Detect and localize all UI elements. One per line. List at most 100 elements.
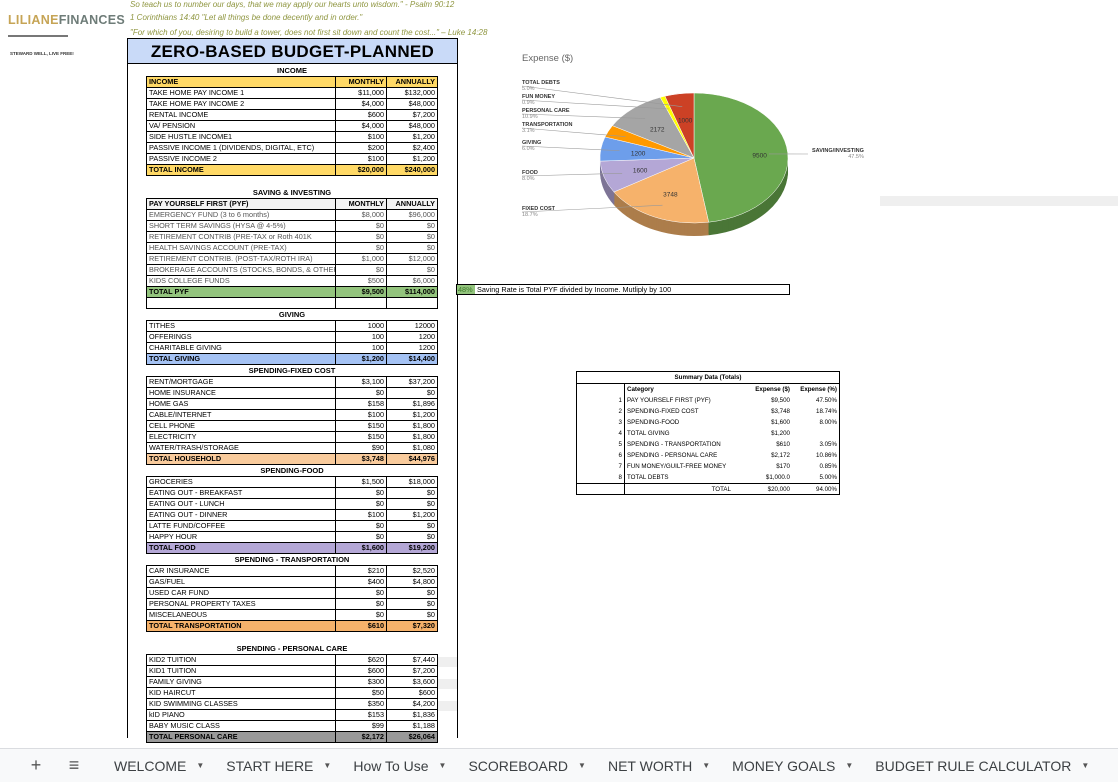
cell-annual[interactable]: $4,800 bbox=[412, 577, 435, 586]
cell-monthly[interactable]: $1,000 bbox=[336, 254, 387, 264]
summary-cell-index[interactable]: 4 bbox=[577, 428, 625, 439]
cell-annual[interactable]: $18,000 bbox=[408, 477, 435, 486]
sheet-tab-money-goals[interactable]: MONEY GOALS ▼ bbox=[732, 758, 853, 774]
cell-annual[interactable]: $0 bbox=[426, 610, 435, 619]
cell-annual[interactable]: $48,000 bbox=[408, 99, 435, 108]
cell-annual[interactable]: $48,000 bbox=[408, 121, 435, 130]
cell-label[interactable]: TOTAL HOUSEHOLD bbox=[147, 454, 336, 464]
cell-monthly[interactable]: $0 bbox=[336, 388, 387, 398]
cell-label[interactable]: SIDE HUSTLE INCOME1 bbox=[147, 132, 336, 142]
cell-annual[interactable]: $600 bbox=[418, 688, 435, 697]
cell-annual[interactable]: $3,600 bbox=[412, 677, 435, 686]
cell-label[interactable]: TOTAL PERSONAL CARE bbox=[147, 732, 336, 742]
summary-cell-expense[interactable]: $2,172 bbox=[771, 452, 790, 459]
summary-cell-category[interactable]: SPENDING-FIXED COST bbox=[627, 408, 699, 415]
cell-monthly[interactable]: $0 bbox=[336, 232, 387, 242]
cell-label[interactable]: TOTAL INCOME bbox=[147, 165, 336, 175]
cell-annual[interactable]: $7,200 bbox=[412, 666, 435, 675]
cell-annual[interactable]: $14,400 bbox=[408, 354, 435, 363]
cell-annual[interactable]: $1,200 bbox=[412, 132, 435, 141]
summary-cell-index[interactable]: 6 bbox=[577, 450, 625, 461]
cell-annual[interactable]: $114,000 bbox=[404, 287, 435, 296]
cell-annual[interactable] bbox=[387, 298, 437, 308]
cell-annual[interactable]: $7,200 bbox=[412, 110, 435, 119]
cell-label[interactable]: EMERGENCY FUND (3 to 6 months) bbox=[147, 210, 336, 220]
cell-monthly[interactable]: $500 bbox=[336, 276, 387, 286]
cell-annual[interactable]: $7,320 bbox=[412, 621, 435, 630]
cell-label[interactable]: KID2 TUITION bbox=[147, 655, 336, 665]
summary-cell-percent[interactable]: 0.85% bbox=[819, 463, 837, 470]
summary-cell-category[interactable]: SPENDING - TRANSPORTATION bbox=[627, 441, 721, 448]
cell-monthly[interactable]: $1,500 bbox=[336, 477, 387, 487]
cell-label[interactable]: KID1 TUITION bbox=[147, 666, 336, 676]
summary-cell-index[interactable]: 7 bbox=[577, 461, 625, 472]
cell-annual[interactable]: $1,200 bbox=[412, 510, 435, 519]
cell-annual[interactable]: $12,000 bbox=[408, 254, 435, 263]
cell-label[interactable]: CHARITABLE GIVING bbox=[147, 343, 336, 353]
cell-annual[interactable]: $0 bbox=[426, 265, 435, 274]
cell-label[interactable]: PAY YOURSELF FIRST (PYF) bbox=[147, 199, 336, 209]
cell-annual[interactable]: $44,976 bbox=[408, 454, 435, 463]
cell-label[interactable]: INCOME bbox=[147, 77, 336, 87]
cell-annual[interactable]: $2,400 bbox=[412, 143, 435, 152]
cell-annual[interactable]: $1,836 bbox=[412, 710, 435, 719]
cell-annual[interactable]: $26,064 bbox=[408, 732, 435, 741]
cell-monthly[interactable]: $153 bbox=[336, 710, 387, 720]
cell-annual[interactable]: ANNUALLY bbox=[395, 199, 435, 208]
cell-monthly[interactable]: $620 bbox=[336, 655, 387, 665]
cell-annual[interactable]: $240,000 bbox=[404, 165, 435, 174]
saving-rate-note[interactable]: Saving Rate is Total PYF divided by Inco… bbox=[477, 285, 672, 294]
cell-label[interactable]: CAR INSURANCE bbox=[147, 566, 336, 576]
cell-annual[interactable]: $1,896 bbox=[412, 399, 435, 408]
tab-dropdown-icon[interactable]: ▼ bbox=[438, 761, 447, 770]
cell-monthly[interactable]: $100 bbox=[336, 510, 387, 520]
cell-annual[interactable]: $1,200 bbox=[412, 154, 435, 163]
summary-cell-index[interactable]: 3 bbox=[577, 417, 625, 428]
cell-monthly[interactable]: $610 bbox=[336, 621, 387, 631]
tab-dropdown-icon[interactable]: ▼ bbox=[196, 761, 205, 770]
sheet-tab-scoreboard[interactable]: SCOREBOARD ▼ bbox=[468, 758, 586, 774]
cell-monthly[interactable]: $0 bbox=[336, 588, 387, 598]
summary-cell-category[interactable]: TOTAL GIVING bbox=[627, 430, 670, 437]
cell-monthly[interactable]: 100 bbox=[336, 343, 387, 353]
cell-label[interactable]: LATTE FUND/COFFEE bbox=[147, 521, 336, 531]
cell-monthly[interactable]: $0 bbox=[336, 221, 387, 231]
cell-monthly[interactable]: $99 bbox=[336, 721, 387, 731]
cell-label[interactable]: CELL PHONE bbox=[147, 421, 336, 431]
summary-cell-percent[interactable]: 47.50% bbox=[816, 397, 837, 404]
tab-dropdown-icon[interactable]: ▼ bbox=[578, 761, 586, 770]
summary-cell-expense[interactable]: $1,600 bbox=[771, 419, 790, 426]
pie-slice-total-debts[interactable] bbox=[664, 92, 695, 159]
cell-label[interactable]: BABY MUSIC CLASS bbox=[147, 721, 336, 731]
summary-cell-percent[interactable]: 3.05% bbox=[819, 441, 837, 448]
cell-monthly[interactable]: $200 bbox=[336, 143, 387, 153]
cell-annual[interactable]: $7,440 bbox=[412, 655, 435, 664]
cell-monthly[interactable]: $50 bbox=[336, 688, 387, 698]
cell-monthly[interactable]: $0 bbox=[336, 243, 387, 253]
cell-label[interactable]: EATING OUT - LUNCH bbox=[147, 499, 336, 509]
summary-cell-percent[interactable]: 5.00% bbox=[819, 474, 837, 481]
summary-cell-expense[interactable]: $9,500 bbox=[771, 397, 790, 404]
cell-annual[interactable]: $1,188 bbox=[412, 721, 435, 730]
cell-label[interactable]: RENTAL INCOME bbox=[147, 110, 336, 120]
tab-dropdown-icon[interactable]: ▼ bbox=[845, 761, 854, 770]
summary-cell-index[interactable]: 5 bbox=[577, 439, 625, 450]
cell-annual[interactable]: $1,200 bbox=[412, 410, 435, 419]
cell-label[interactable]: PERSONAL PROPERTY TAXES bbox=[147, 599, 336, 609]
cell-monthly[interactable]: $0 bbox=[336, 488, 387, 498]
cell-label[interactable]: RENT/MORTGAGE bbox=[147, 377, 336, 387]
summary-total-percent[interactable]: 94.00% bbox=[816, 486, 837, 493]
cell-label[interactable]: kID PIANO bbox=[147, 710, 336, 720]
cell-annual[interactable]: $0 bbox=[426, 243, 435, 252]
cell-annual[interactable]: $96,000 bbox=[408, 210, 435, 219]
cell-annual[interactable]: $132,000 bbox=[404, 88, 435, 97]
cell-label[interactable]: VA/ PENSION bbox=[147, 121, 336, 131]
cell-label[interactable]: OFFERINGS bbox=[147, 332, 336, 342]
cell-annual[interactable]: 1200 bbox=[418, 343, 435, 352]
cell-monthly[interactable]: $90 bbox=[336, 443, 387, 453]
cell-monthly[interactable]: $158 bbox=[336, 399, 387, 409]
cell-label[interactable]: HOME INSURANCE bbox=[147, 388, 336, 398]
cell-label[interactable]: TOTAL TRANSPORTATION bbox=[147, 621, 336, 631]
sheet-tab-budget-rule-calculator[interactable]: BUDGET RULE CALCULATOR ▼ bbox=[875, 758, 1089, 774]
cell-monthly[interactable]: $0 bbox=[336, 610, 387, 620]
